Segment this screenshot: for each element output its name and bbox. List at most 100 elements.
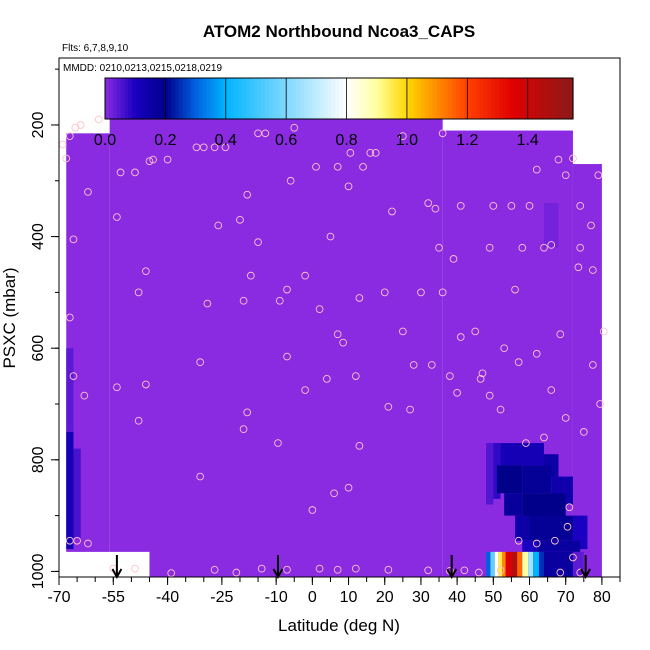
colorbar-swatch <box>444 78 449 119</box>
sample-point <box>406 405 414 414</box>
sample-point <box>333 162 342 171</box>
sample-point <box>199 143 208 152</box>
colorbar-swatch <box>155 78 161 119</box>
colorbar-swatch <box>194 78 200 119</box>
sample-point <box>210 565 219 574</box>
sample-point <box>371 149 380 157</box>
colorbar-swatch <box>378 78 383 119</box>
sample-point <box>496 566 505 575</box>
colorbar-swatch <box>241 78 246 119</box>
sample-point <box>210 143 219 152</box>
sample-point <box>232 568 241 577</box>
field-cell <box>504 493 523 516</box>
sample-point <box>485 243 494 252</box>
sample-point <box>344 483 353 492</box>
sample-point <box>134 416 143 425</box>
sample-point <box>69 372 78 380</box>
colorbar-swatch <box>385 78 391 119</box>
colorbar-tick-label: 1.0 <box>396 132 418 149</box>
colorbar-swatch <box>479 78 484 119</box>
sample-point <box>330 489 338 498</box>
sample-point <box>525 202 534 210</box>
colorbar-swatch <box>346 78 352 119</box>
colorbar-swatch <box>218 78 223 119</box>
colorbar-swatch <box>311 78 317 119</box>
colorbar-swatch <box>342 78 348 119</box>
colorbar-swatch <box>459 78 465 119</box>
sample-point <box>453 388 461 397</box>
sample-point <box>471 327 480 336</box>
sample-point <box>554 155 563 164</box>
colorbar-swatch <box>206 78 211 119</box>
colorbar-swatch <box>374 78 379 119</box>
sample-point <box>301 386 309 394</box>
sample-point <box>134 288 143 297</box>
sample-point <box>398 327 407 336</box>
x-tick-label: 0 <box>308 589 317 606</box>
colorbar-swatch <box>264 78 270 119</box>
colorbar-swatch <box>381 78 387 119</box>
sample-point <box>460 566 469 575</box>
colorbar-swatch <box>261 78 266 119</box>
sample-point <box>339 338 347 347</box>
colorbar-swatch <box>198 78 204 119</box>
sample-point <box>243 408 252 417</box>
sample-point <box>596 400 604 408</box>
colorbar-swatch <box>151 78 157 119</box>
colorbar-swatch <box>272 78 278 119</box>
colorbar-swatch <box>112 78 118 119</box>
colorbar-swatch <box>303 78 309 119</box>
sample-point <box>69 235 78 244</box>
colorbar-swatch <box>257 78 262 119</box>
sample-point <box>351 372 360 380</box>
colorbar-tick-label: 0.0 <box>94 132 116 149</box>
colorbar-swatch <box>136 78 141 119</box>
sample-point <box>261 129 270 138</box>
colorbar-swatch <box>557 78 562 119</box>
colorbar-swatch <box>487 78 492 119</box>
field-cell <box>529 515 573 541</box>
sample-point <box>532 539 541 548</box>
sample-point <box>145 157 154 166</box>
colorbar-swatch <box>245 78 250 119</box>
field-cell <box>522 540 537 552</box>
field-cell <box>498 551 503 577</box>
sample-point <box>569 154 577 163</box>
colorbar-swatch <box>222 78 227 119</box>
sample-point <box>355 294 364 302</box>
sample-point <box>514 536 523 545</box>
x-tick-label: 40 <box>448 589 466 606</box>
colorbar-swatch <box>541 78 547 119</box>
sample-point <box>514 358 523 366</box>
colorbar-swatch <box>237 78 243 119</box>
field-cell <box>511 551 518 577</box>
sample-point <box>540 243 548 252</box>
field-cell <box>66 348 74 432</box>
colorbar-swatch <box>522 78 527 119</box>
colorbar-swatch <box>120 78 126 119</box>
colorbar-swatch <box>296 78 301 119</box>
sample-point <box>344 182 353 191</box>
colorbar-swatch <box>420 78 426 119</box>
x-tick-label: 70 <box>557 589 575 606</box>
sample-point <box>236 215 244 224</box>
colorbar-ticks: 0.0 0.2 0.4 0.6 0.8 1.0 1.2 1.4 <box>94 78 539 149</box>
colorbar-swatch <box>514 78 519 119</box>
sample-point <box>576 202 585 210</box>
x-tick-label: 20 <box>376 589 394 606</box>
sample-point <box>589 266 597 274</box>
sample-point <box>409 361 418 369</box>
colorbar-swatch <box>491 78 496 119</box>
sample-point <box>561 414 570 422</box>
colorbar-swatch <box>506 78 512 119</box>
colorbar-swatch <box>475 78 480 119</box>
x-tick-label: -40 <box>156 589 179 606</box>
colorbar-swatch <box>280 78 285 119</box>
colorbar-swatch <box>288 78 293 119</box>
x-tick-label: -25 <box>210 589 233 606</box>
field-cell <box>538 551 544 577</box>
colorbar-swatch <box>210 78 215 119</box>
colorbar-swatch <box>498 78 504 119</box>
field-cell <box>517 551 523 577</box>
